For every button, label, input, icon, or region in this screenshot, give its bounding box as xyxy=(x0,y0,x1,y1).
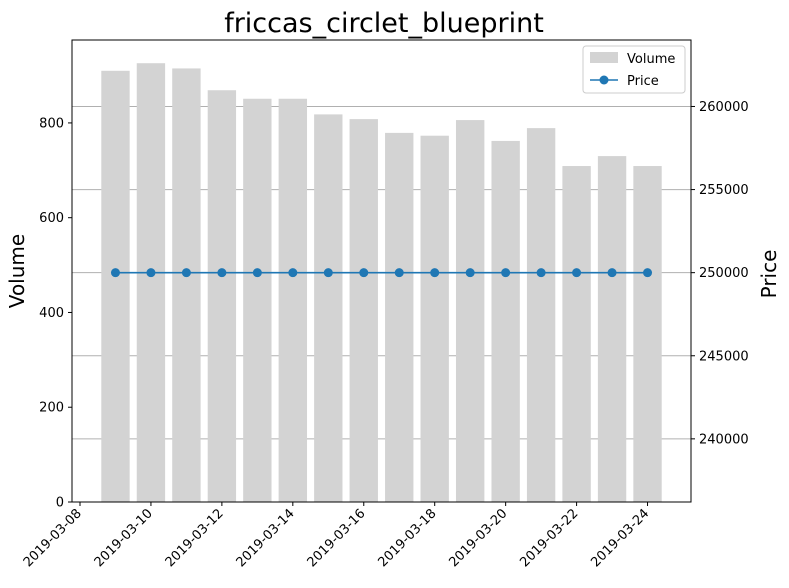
volume-bar-2019-03-09 xyxy=(101,70,130,503)
volume-bar-2019-03-17 xyxy=(385,132,414,502)
x-tick-label-2019-03-20: 2019-03-20 xyxy=(446,506,510,570)
y-left-tick-label-600: 600 xyxy=(39,211,64,226)
volume-bar-2019-03-14 xyxy=(278,98,308,502)
x-tick-label-2019-03-12: 2019-03-12 xyxy=(163,506,227,570)
x-tick-label-2019-03-14: 2019-03-14 xyxy=(234,506,298,570)
volume-bar-2019-03-19 xyxy=(455,120,485,502)
x-tick-label-2019-03-10: 2019-03-10 xyxy=(92,506,156,570)
price-point-2019-03-13 xyxy=(252,268,262,278)
volume-bar-2019-03-10 xyxy=(136,63,166,503)
y-left-tick-label-200: 200 xyxy=(39,401,64,416)
legend: Volume Price xyxy=(582,45,686,94)
y-left-tick-label-400: 400 xyxy=(39,306,64,321)
x-tick-label-2019-03-24: 2019-03-24 xyxy=(588,506,652,570)
volume-bar-2019-03-13 xyxy=(243,98,272,502)
volume-bar-2019-03-21 xyxy=(526,128,556,503)
y-axis-right: 240000 245000 250000 255000 260000 xyxy=(691,100,749,447)
volume-bar-2019-03-20 xyxy=(491,140,520,502)
y-right-tick-label-240000: 240000 xyxy=(699,432,749,447)
volume-bar-2019-03-23 xyxy=(597,156,627,503)
legend-volume-swatch xyxy=(590,52,618,63)
x-tick-label-2019-03-18: 2019-03-18 xyxy=(375,506,439,570)
legend-price-marker xyxy=(599,75,609,85)
volume-bar-2019-03-16 xyxy=(349,119,378,502)
volume-bar-2019-03-15 xyxy=(314,114,343,502)
chart-title: friccas_circlet_blueprint xyxy=(224,8,544,39)
price-point-2019-03-21 xyxy=(536,268,546,278)
y-axis-right-label: Price xyxy=(757,250,781,299)
price-point-2019-03-24 xyxy=(643,268,653,278)
volume-bars xyxy=(101,63,662,503)
x-tick-label-2019-03-22: 2019-03-22 xyxy=(517,506,581,570)
price-point-2019-03-17 xyxy=(394,268,404,278)
volume-bar-2019-03-18 xyxy=(420,135,449,502)
price-point-2019-03-14 xyxy=(288,268,298,278)
y-right-tick-label-260000: 260000 xyxy=(699,100,749,115)
price-point-2019-03-10 xyxy=(146,268,156,278)
price-point-2019-03-15 xyxy=(323,268,333,278)
price-point-2019-03-20 xyxy=(501,268,511,278)
legend-price-label: Price xyxy=(627,74,659,89)
x-tick-label-2019-03-16: 2019-03-16 xyxy=(305,506,369,570)
price-line xyxy=(110,268,653,278)
volume-bar-2019-03-22 xyxy=(562,166,591,502)
x-axis: 2019-03-08 2019-03-10 2019-03-12 2019-03-14… xyxy=(21,502,652,570)
y-axis-left: 0 200 400 600 800 xyxy=(39,116,72,511)
y-left-tick-label-0: 0 xyxy=(56,496,64,511)
volume-bar-2019-03-24 xyxy=(633,166,662,502)
x-tick-label-2019-03-08: 2019-03-08 xyxy=(21,506,85,570)
price-point-2019-03-09 xyxy=(110,268,120,278)
y-axis-left-label: Volume xyxy=(5,234,29,308)
price-point-2019-03-18 xyxy=(430,268,440,278)
plot-frame xyxy=(71,39,692,503)
price-point-2019-03-11 xyxy=(181,268,191,278)
price-point-2019-03-19 xyxy=(465,268,475,278)
y-left-tick-label-800: 800 xyxy=(39,116,64,131)
volume-bar-2019-03-11 xyxy=(172,68,201,502)
price-point-2019-03-16 xyxy=(359,268,369,278)
volume-bar-2019-03-12 xyxy=(207,90,237,502)
y-right-tick-label-250000: 250000 xyxy=(699,266,749,281)
price-point-2019-03-23 xyxy=(607,268,617,278)
legend-volume-label: Volume xyxy=(627,52,675,67)
price-point-2019-03-12 xyxy=(217,268,227,278)
y-right-tick-label-255000: 255000 xyxy=(699,183,749,198)
price-point-2019-03-22 xyxy=(572,268,582,278)
y-right-tick-label-245000: 245000 xyxy=(699,349,749,364)
